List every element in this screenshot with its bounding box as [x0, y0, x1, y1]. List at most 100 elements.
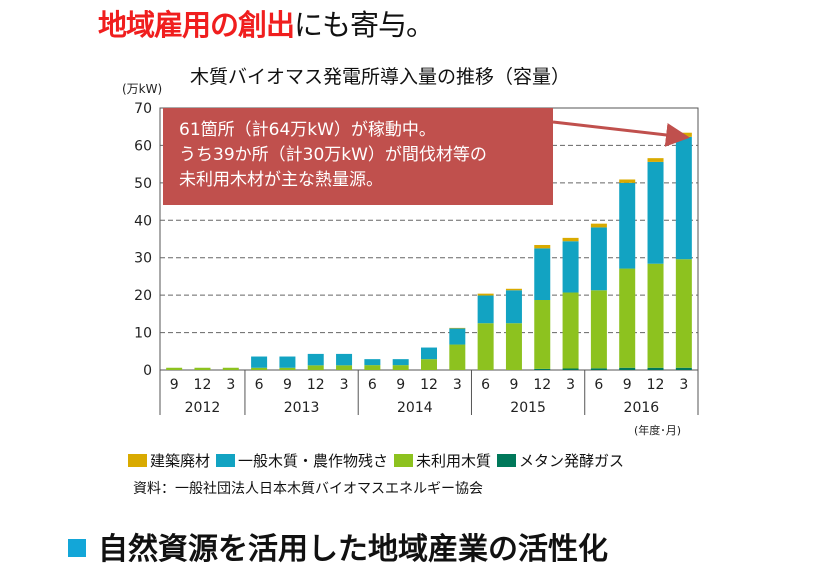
- legend-swatch: [394, 454, 414, 467]
- bar-segment-general: [307, 353, 324, 366]
- legend-item: メタン発酵ガス: [497, 450, 624, 471]
- bar-segment-general: [505, 290, 522, 324]
- x-tick-label: 3: [340, 377, 349, 393]
- x-tick-label: 6: [255, 377, 264, 393]
- source-note: 資料：一般社団法人日本木質バイオマスエネルギー協会: [133, 481, 483, 497]
- bar-segment-general: [421, 347, 437, 360]
- callout-line: 61箇所（計64万kW）が稼動中。: [179, 120, 436, 140]
- callout-line: うち39か所（計30万kW）が間伐材等の: [179, 145, 487, 165]
- bar-segment-unused: [421, 359, 437, 370]
- x-tick-label: 3: [566, 377, 575, 393]
- bar-segment-unused: [194, 367, 211, 370]
- bar-segment-unused: [449, 344, 466, 370]
- legend-item: 未利用木質: [394, 450, 491, 471]
- bar-segment-general: [619, 182, 636, 269]
- bar-segment-unused: [392, 365, 409, 370]
- bar-segment-construction: [619, 179, 636, 183]
- bar-segment-unused: [534, 300, 551, 369]
- bar-segment-unused: [307, 365, 324, 370]
- year-label: 2012: [185, 400, 221, 416]
- bar-segment-general: [449, 328, 466, 345]
- bar-segment-general: [534, 248, 551, 301]
- y-tick-label: 0: [143, 363, 152, 379]
- bar-segment-construction: [590, 223, 607, 228]
- year-label: 2014: [397, 400, 433, 416]
- bar-segment-unused: [675, 259, 692, 368]
- x-tick-label: 6: [594, 377, 603, 393]
- x-tick-label: 9: [170, 377, 179, 393]
- bar-segment-unused: [364, 365, 381, 370]
- y-tick-label: 10: [134, 326, 152, 342]
- callout-arrow: [552, 120, 690, 147]
- headline: 地域雇用の創出にも寄与。: [98, 2, 435, 44]
- bar-segment-methane: [675, 367, 692, 370]
- bar-segment-unused: [251, 367, 268, 370]
- bar-segment-construction: [534, 244, 551, 249]
- bar-segment-general: [392, 359, 409, 366]
- x-axis-label: (年度･月): [634, 424, 682, 437]
- x-tick-label: 9: [396, 377, 405, 393]
- y-tick-label: 60: [134, 138, 152, 154]
- bar-segment-construction: [449, 327, 466, 329]
- bar-segment-general: [364, 359, 381, 366]
- bar-segment-unused: [336, 365, 353, 370]
- y-tick-label: 40: [134, 213, 152, 229]
- x-tick-label: 12: [194, 377, 212, 393]
- bar-segment-unused: [279, 367, 296, 370]
- x-tick-label: 3: [226, 377, 235, 393]
- callout-box: 61箇所（計64万kW）が稼動中。 うち39か所（計30万kW）が間伐材等の 未…: [163, 108, 553, 205]
- bar-segment-unused: [590, 290, 607, 369]
- x-tick-label: 9: [509, 377, 518, 393]
- callout-line: 未利用木材が主な熱量源。: [179, 170, 383, 190]
- bar-segment-unused: [477, 323, 494, 370]
- y-tick-label: 30: [134, 251, 152, 267]
- bar-segment-general: [590, 227, 607, 291]
- year-label: 2013: [284, 400, 320, 416]
- bar-segment-construction: [477, 293, 494, 296]
- x-tick-label: 12: [533, 377, 551, 393]
- headline-rest: にも寄与。: [294, 8, 435, 42]
- bar-segment-general: [562, 241, 579, 293]
- legend-swatch: [497, 454, 517, 467]
- x-tick-label: 6: [368, 377, 377, 393]
- x-tick-label: 9: [283, 377, 292, 393]
- bar-segment-general: [675, 136, 692, 260]
- bar-segment-unused: [619, 268, 636, 368]
- x-tick-label: 3: [453, 377, 462, 393]
- year-label: 2015: [510, 400, 546, 416]
- bar-segment-unused: [505, 323, 522, 370]
- bar-segment-unused: [562, 292, 579, 369]
- bullet-icon: [68, 539, 86, 557]
- bar-segment-unused: [166, 367, 183, 370]
- legend-swatch: [128, 454, 147, 467]
- chart-title: 木質バイオマス発電所導入量の推移（容量）: [190, 66, 571, 88]
- x-tick-label: 12: [307, 377, 325, 393]
- year-label: 2016: [624, 400, 660, 416]
- legend-item: 一般木質・農作物残さ: [216, 450, 388, 471]
- bar-segment-unused: [222, 367, 239, 370]
- x-tick-label: 9: [623, 377, 632, 393]
- bar-segment-general: [647, 161, 664, 264]
- bar-segment-methane: [590, 368, 607, 370]
- x-tick-label: 12: [647, 377, 665, 393]
- bar-segment-general: [477, 295, 494, 324]
- bar-segment-methane: [619, 367, 636, 370]
- bar-segment-methane: [647, 367, 664, 370]
- x-tick-label: 3: [679, 377, 688, 393]
- bar-segment-general: [279, 356, 296, 368]
- bar-segment-methane: [562, 368, 579, 370]
- headline-highlight: 地域雇用の創出: [98, 8, 295, 42]
- y-tick-label: 50: [134, 176, 152, 192]
- x-tick-label: 6: [481, 377, 490, 393]
- legend-item: 建築廃材: [128, 450, 210, 471]
- y-tick-label: 20: [134, 288, 152, 304]
- bar-segment-methane: [534, 368, 551, 370]
- bar-segment-general: [251, 356, 268, 368]
- bar-segment-general: [336, 353, 353, 366]
- bar-segment-construction: [562, 237, 579, 242]
- bar-segment-unused: [647, 263, 664, 368]
- bar-segment-construction: [505, 288, 522, 291]
- y-axis-unit: (万kW): [122, 82, 163, 96]
- legend: 建築廃材 一般木質・農作物残さ 未利用木質 メタン発酵ガス: [128, 450, 624, 471]
- legend-swatch: [216, 454, 236, 467]
